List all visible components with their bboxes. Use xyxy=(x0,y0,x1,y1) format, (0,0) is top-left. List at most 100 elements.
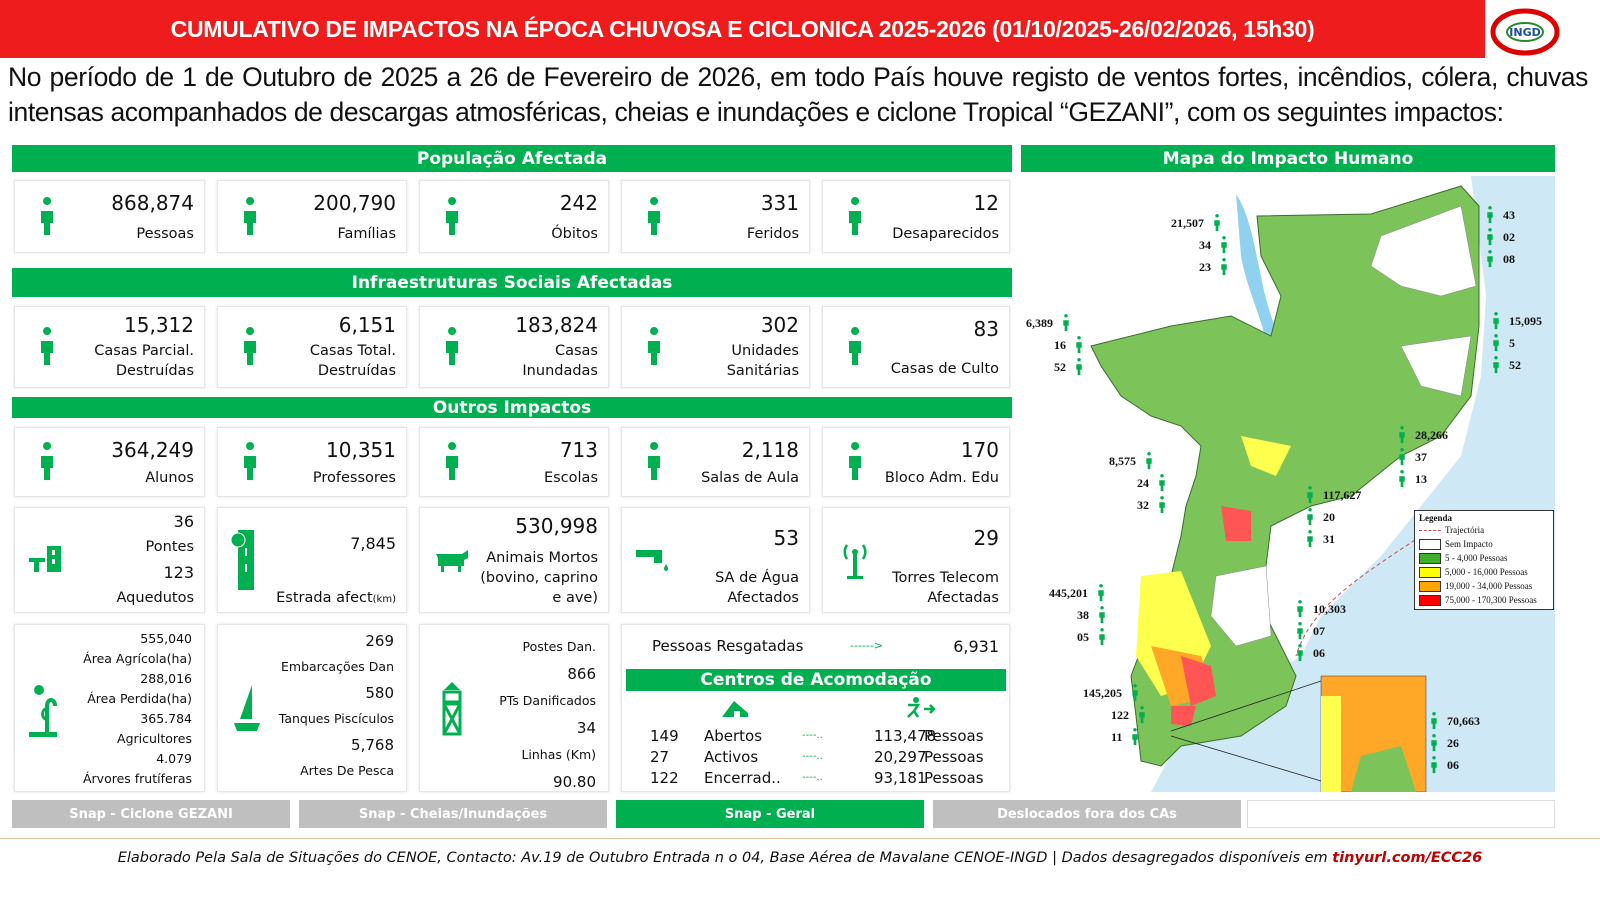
card-feridos: 331 Feridos xyxy=(621,180,810,253)
map-annotation-afectados: 15,095 xyxy=(1487,312,1542,330)
page-title: CUMULATIVO DE IMPACTOS NA ÉPOCA CHUVOSA … xyxy=(0,0,1485,58)
accommodation-sep: ----.. xyxy=(802,730,823,741)
accommodation-unit: Pessoas xyxy=(924,769,984,787)
map-annotation-feridos: 16 xyxy=(1054,336,1088,354)
section-populacao: População Afectada xyxy=(12,145,1012,172)
injured-icon xyxy=(1139,706,1145,724)
agri-text: 555,040 xyxy=(140,631,192,646)
energia-text: 866 xyxy=(567,665,596,683)
energia-text: Postes Dan. xyxy=(522,639,596,654)
map-annotation-desaparecidos: 13 xyxy=(1393,470,1427,488)
students-icon xyxy=(41,442,53,480)
tab-2[interactable]: Snap - Cheias/Inundações xyxy=(299,800,607,828)
card-casas-de-culto: 83 Casas de Culto xyxy=(822,306,1010,388)
injured-icon xyxy=(1487,228,1493,246)
shelter-icon xyxy=(722,701,748,717)
missing-person-icon xyxy=(1099,628,1105,646)
card-energia: Postes Dan. 866 PTs Danificados 34 Linhas (K… xyxy=(419,624,609,792)
accommodation-status: Abertos xyxy=(704,727,763,745)
death-icon xyxy=(446,196,458,235)
tab-3[interactable]: Snap - Geral xyxy=(616,800,924,828)
flooded-house-icon xyxy=(446,327,458,365)
tab-5[interactable] xyxy=(1247,800,1555,828)
missing-person-icon xyxy=(1493,356,1499,374)
missing-person-icon xyxy=(1297,644,1303,662)
accommodation-people: 113,478 xyxy=(874,727,937,745)
divider xyxy=(0,838,1600,839)
map-annotation-afectados: 8,575 xyxy=(1109,452,1158,470)
card-professores: 10,351 Professores xyxy=(217,427,407,497)
injured-icon xyxy=(1399,448,1405,466)
injured-icon xyxy=(1099,606,1105,624)
map-annotation-feridos: 20 xyxy=(1301,508,1335,526)
map-annotation-afectados: 445,201 xyxy=(1049,584,1110,602)
classroom-icon xyxy=(648,442,660,480)
map-annotation-desaparecidos: 52 xyxy=(1487,356,1521,374)
pesca-text: 580 xyxy=(365,684,394,702)
map-annotation-desaparecidos: 23 xyxy=(1199,258,1233,276)
affected-person-icon xyxy=(1493,312,1499,330)
card-acomodacao: Pessoas Resgatadas ------> 6,931 Centros… xyxy=(621,624,1010,792)
pesca-text: Embarcações Dan xyxy=(281,659,394,674)
map-legend: Legenda Trajectória Sem Impacto 5 - 4,000 P… xyxy=(1414,510,1554,610)
energia-text: 34 xyxy=(576,719,596,737)
map-annotation-desaparecidos: 05 xyxy=(1077,628,1111,646)
card-alunos: 364,249 Alunos xyxy=(14,427,205,497)
crop-icon xyxy=(29,685,57,737)
accommodation-sep: ----.. xyxy=(802,751,823,762)
accommodation-count: 149 xyxy=(650,727,679,745)
card-agricultura: 555,040 Área Agrícola(ha) 288,016 Área Perd… xyxy=(14,624,205,792)
resgatadas-label: Pessoas Resgatadas xyxy=(652,637,804,655)
tab-4[interactable]: Deslocados fora dos CAs xyxy=(933,800,1241,828)
legend-item: 5 - 4,000 Pessoas xyxy=(1419,551,1549,565)
legend-item: 5,000 - 16,000 Pessoas xyxy=(1419,565,1549,579)
cow-icon xyxy=(436,550,468,572)
tab-1[interactable]: Snap - Ciclone GEZANI xyxy=(12,800,290,828)
map-annotation-feridos: 02 xyxy=(1481,228,1515,246)
map-annotation-feridos: 24 xyxy=(1137,474,1171,492)
map-annotation-desaparecidos: 32 xyxy=(1137,496,1171,514)
injured-icon xyxy=(648,196,660,235)
agri-text: 365.784 xyxy=(140,711,192,726)
ingd-logo: INGD xyxy=(1490,8,1560,56)
legend-item: 19,000 - 34,000 Pessoas xyxy=(1419,579,1549,593)
missing-person-icon xyxy=(1307,530,1313,548)
person-running-icon xyxy=(907,697,936,718)
energia-text: PTs Danificados xyxy=(499,693,596,708)
missing-person-icon xyxy=(1399,470,1405,488)
health-unit-icon xyxy=(648,327,660,365)
accommodation-unit: Pessoas xyxy=(924,748,984,766)
svg-text:INGD: INGD xyxy=(1509,26,1540,39)
accommodation-people: 20,297 xyxy=(874,748,927,766)
card-óbitos: 242 Óbitos xyxy=(419,180,609,253)
card-estrada: 7,845 Estrada afect(km) xyxy=(217,507,407,613)
card-desaparecidos: 12 Desaparecidos xyxy=(822,180,1010,253)
church-icon xyxy=(849,327,861,365)
missing-person-icon xyxy=(849,196,861,235)
card-casas: 183,824 Casas Inundadas xyxy=(419,306,609,388)
card-casas-parcial-: 15,312 Casas Parcial. Destruídas xyxy=(14,306,205,388)
power-tower-icon xyxy=(442,682,462,736)
missing-person-icon xyxy=(1159,496,1165,514)
card-bloco-adm-edu: 170 Bloco Adm. Edu xyxy=(822,427,1010,497)
card-animais: 530,998 Animais Mortos (bovino, caprino … xyxy=(419,507,609,613)
map-annotation-desaparecidos: 08 xyxy=(1481,250,1515,268)
missing-person-icon xyxy=(1487,250,1493,268)
accommodation-unit: Pessoas xyxy=(924,727,984,745)
card-casas-total-: 6,151 Casas Total. Destruídas xyxy=(217,306,407,388)
map-annotation-feridos: 5 xyxy=(1487,334,1515,352)
affected-person-icon xyxy=(41,196,53,235)
affected-person-icon xyxy=(1132,684,1138,702)
data-link[interactable]: tinyurl.com/ECC26 xyxy=(1332,850,1483,866)
agri-text: Área Agrícola(ha) xyxy=(83,651,192,666)
agri-text: Área Perdida(ha) xyxy=(87,691,192,706)
accommodation-count: 27 xyxy=(650,748,670,766)
card-escolas: 713 Escolas xyxy=(419,427,609,497)
impact-map[interactable]: 21,507 34 23 43 02 08 6,389 16 52 15,095 5 52 28,266… xyxy=(1021,176,1555,792)
missing-person-icon xyxy=(1132,728,1139,746)
map-annotation-afectados: 21,507 xyxy=(1171,214,1226,232)
admin-building-icon xyxy=(849,442,861,480)
map-annotation-feridos: 26 xyxy=(1425,734,1459,752)
missing-person-icon xyxy=(1221,258,1227,276)
injured-icon xyxy=(1159,474,1165,492)
